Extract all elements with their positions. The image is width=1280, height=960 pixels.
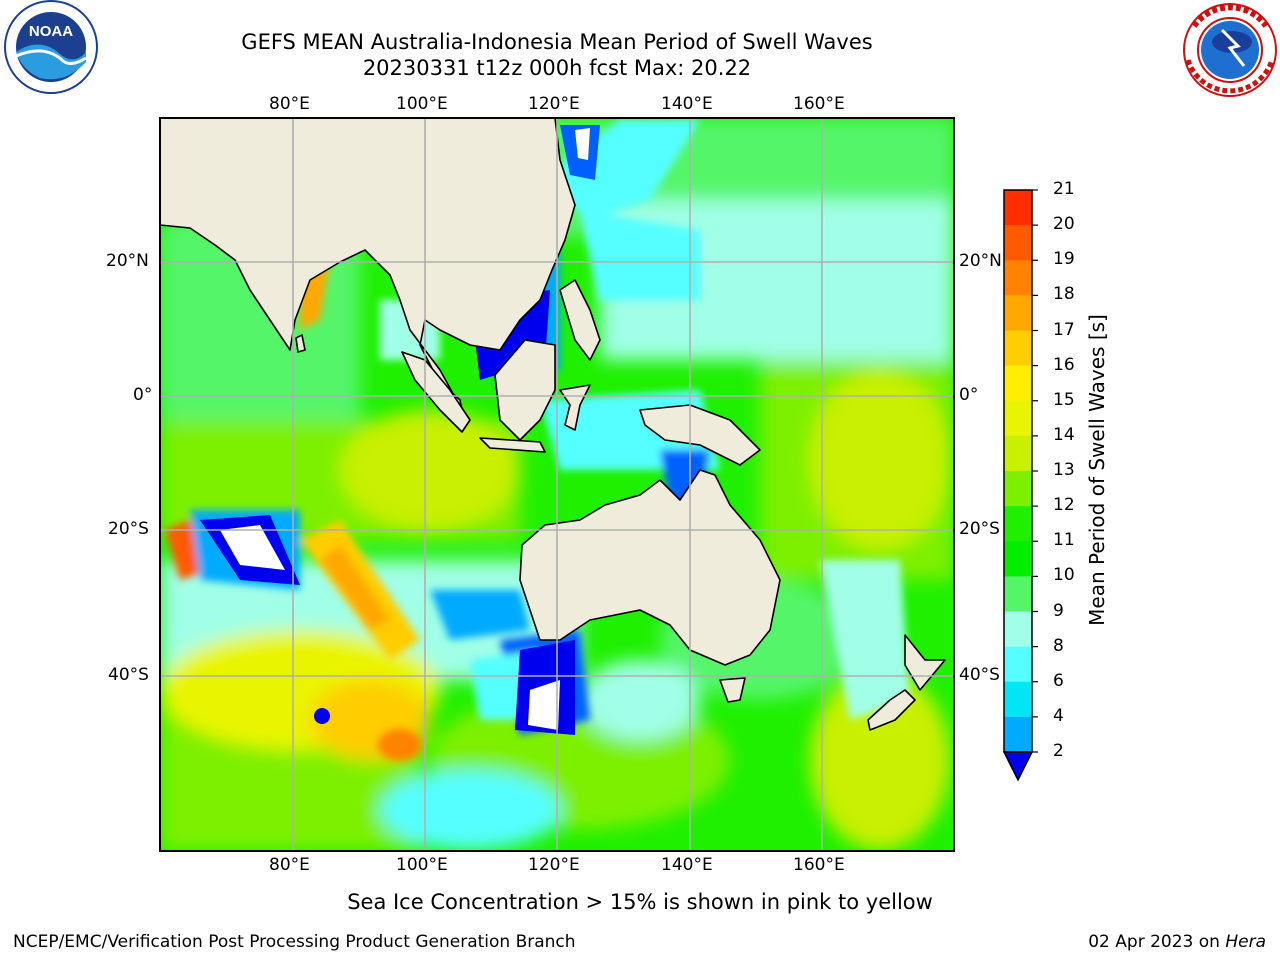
nws-logo xyxy=(1183,3,1277,97)
colorbar-segment xyxy=(1004,681,1032,718)
colorbar-segment xyxy=(1004,471,1032,507)
colorbar-tick-label: 17 xyxy=(1053,319,1075,340)
colorbar-tick-label: 14 xyxy=(1053,424,1075,445)
colorbar-tick-label: 16 xyxy=(1053,354,1075,375)
land-masses xyxy=(160,118,946,731)
colorbar-tick-label: 8 xyxy=(1053,635,1064,656)
colorbar-tick-label: 2 xyxy=(1053,741,1064,761)
footer-machine: Hera xyxy=(1225,932,1266,952)
colorbar-segment xyxy=(1004,716,1032,753)
colorbar-tick-label: 11 xyxy=(1053,530,1075,551)
colorbar-tick-label: 19 xyxy=(1053,249,1075,270)
noaa-logo: NOAA xyxy=(4,0,98,94)
lon-tick-bottom: 160°E xyxy=(793,855,845,875)
colorbar-segment xyxy=(1004,400,1032,437)
sea-ice-note: Sea Ice Concentration > 15% is shown in … xyxy=(347,890,933,914)
lat-tick-left: 40°S xyxy=(108,665,149,685)
colorbar-tick-label: 6 xyxy=(1053,670,1064,691)
colorbar-tick-label: 15 xyxy=(1053,389,1075,410)
lat-tick-left: 0° xyxy=(133,385,153,405)
colorbar-segment xyxy=(1004,365,1032,402)
lat-tick-left: 20°N xyxy=(106,251,149,271)
colorbar-tick-label: 13 xyxy=(1053,460,1075,480)
lon-tick-top: 160°E xyxy=(793,94,845,114)
colorbar-segment xyxy=(1004,541,1032,577)
lon-tick-top: 120°E xyxy=(528,94,580,114)
lon-tick-top: 100°E xyxy=(396,94,448,114)
lon-tick-bottom: 140°E xyxy=(661,855,713,875)
noaa-logo-text: NOAA xyxy=(29,23,73,40)
colorbar-tick-label: 10 xyxy=(1053,565,1075,586)
map-title: GEFS MEAN Australia-Indonesia Mean Perio… xyxy=(241,30,873,54)
colorbar-tick-label: 21 xyxy=(1053,179,1075,199)
colorbar-segment xyxy=(1004,190,1032,226)
map-subtitle: 20230331 t12z 000h fcst Max: 20.22 xyxy=(362,56,752,80)
lat-tick-right: 20°S xyxy=(959,519,1000,539)
colorbar-tick-label: 18 xyxy=(1053,284,1075,305)
colorbar-label: Mean Period of Swell Waves [s] xyxy=(1085,314,1109,626)
colorbar-segment xyxy=(1004,576,1032,612)
lat-tick-right: 40°S xyxy=(959,665,1000,685)
lon-tick-bottom: 120°E xyxy=(528,855,580,875)
colorbar-segment xyxy=(1004,435,1032,472)
lon-tick-bottom: 100°E xyxy=(396,855,448,875)
colorbar-segment xyxy=(1004,295,1032,331)
colorbar-tick-label: 4 xyxy=(1053,705,1064,726)
colorbar-segment xyxy=(1004,506,1032,542)
footer-date: 02 Apr 2023 on Hera xyxy=(1088,932,1266,952)
colorbar xyxy=(1002,189,1038,782)
colorbar-segment xyxy=(1004,225,1032,261)
map-panel xyxy=(160,118,954,851)
lon-tick-top: 80°E xyxy=(269,94,310,114)
colorbar-segment xyxy=(1004,646,1032,683)
colorbar-tick-label: 20 xyxy=(1053,214,1075,235)
footer-date-text: 02 Apr 2023 on xyxy=(1088,932,1220,952)
map-frame xyxy=(159,117,955,852)
colorbar-tick-label: 12 xyxy=(1053,495,1075,516)
footer-credit: NCEP/EMC/Verification Post Processing Pr… xyxy=(13,932,576,952)
lat-tick-right: 0° xyxy=(959,385,979,405)
colorbar-segment xyxy=(1004,330,1032,367)
colorbar-extend-arrow xyxy=(1002,751,1034,782)
colorbar-tick-label: 9 xyxy=(1053,600,1064,621)
lon-tick-bottom: 80°E xyxy=(269,855,310,875)
graticule xyxy=(160,118,954,851)
colorbar-segment xyxy=(1004,260,1032,296)
lat-tick-left: 20°S xyxy=(108,519,149,539)
colorbar-segment xyxy=(1004,611,1032,648)
lat-tick-right: 20°N xyxy=(959,251,1002,271)
lon-tick-top: 140°E xyxy=(661,94,713,114)
